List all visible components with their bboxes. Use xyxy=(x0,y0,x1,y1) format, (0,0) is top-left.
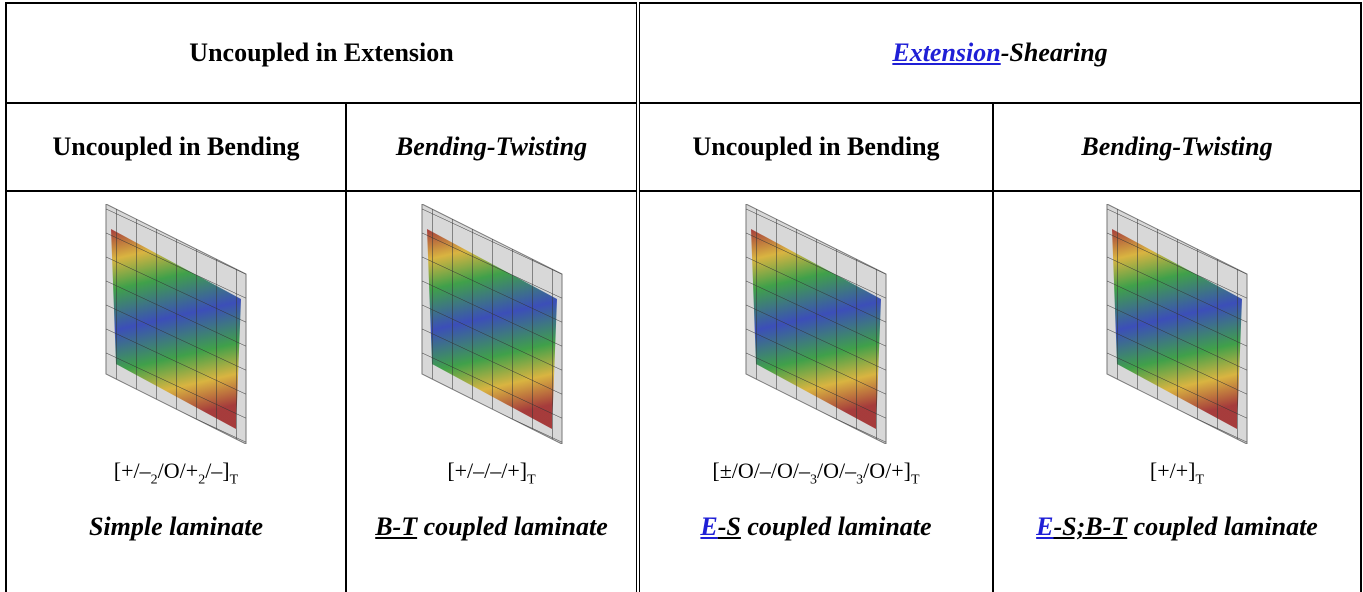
text: -S xyxy=(718,512,741,541)
text: coupled laminate xyxy=(1127,512,1318,541)
laminate-image xyxy=(1097,204,1257,444)
header-text: -Shearing xyxy=(1001,38,1108,67)
subheader: Bending-Twisting xyxy=(993,103,1361,191)
text: coupled laminate xyxy=(417,512,608,541)
text: [+/–/–/+] xyxy=(447,458,527,483)
laminate-image xyxy=(736,204,896,444)
subheader: Bending-Twisting xyxy=(346,103,638,191)
header-cell: Uncoupled in Extension xyxy=(6,3,638,103)
header-cell: Extension-Shearing xyxy=(638,3,1361,103)
text: T xyxy=(230,472,239,487)
laminate-name: E-S;B-T coupled laminate xyxy=(994,514,1360,540)
text[interactable]: E xyxy=(1036,512,1053,541)
sequence: [+/–2/O/+2/–]T xyxy=(7,458,345,498)
text: T xyxy=(1196,472,1205,487)
sequence: [+/–/–/+]T xyxy=(347,458,636,498)
text: /O/– xyxy=(817,458,856,483)
header-link[interactable]: Extension xyxy=(892,38,1000,67)
text: T xyxy=(527,472,536,487)
laminate-image xyxy=(96,204,256,444)
text: [+/+] xyxy=(1150,458,1196,483)
text: 2 xyxy=(151,472,158,487)
text: B-T xyxy=(375,512,417,541)
subheader: Uncoupled in Bending xyxy=(6,103,346,191)
text: /O/+] xyxy=(863,458,911,483)
text: [+/– xyxy=(114,458,151,483)
subheader: Uncoupled in Bending xyxy=(638,103,993,191)
cell: [+/–/–/+]T B-T coupled laminate xyxy=(346,191,638,592)
text: Simple laminate xyxy=(89,512,263,541)
sequence: [±/O/–/O/–3/O/–3/O/+]T xyxy=(640,458,992,498)
text: -S;B-T xyxy=(1054,512,1128,541)
text: /O/+ xyxy=(158,458,199,483)
laminate-name: Simple laminate xyxy=(7,514,345,540)
header-text: Uncoupled in Extension xyxy=(189,38,453,67)
text: /–] xyxy=(205,458,229,483)
laminate-image xyxy=(412,204,572,444)
text: T xyxy=(911,472,920,487)
laminate-table: Uncoupled in Extension Extension-Shearin… xyxy=(5,2,1362,592)
text[interactable]: E xyxy=(700,512,717,541)
laminate-name: B-T coupled laminate xyxy=(347,514,636,540)
text: [±/O/–/O/– xyxy=(712,458,810,483)
text: 3 xyxy=(810,472,817,487)
cell: [±/O/–/O/–3/O/–3/O/+]T E-S coupled lamin… xyxy=(638,191,993,592)
cell: [+/+]T E-S;B-T coupled laminate xyxy=(993,191,1361,592)
text: coupled laminate xyxy=(741,512,932,541)
sequence: [+/+]T xyxy=(994,458,1360,498)
laminate-name: E-S coupled laminate xyxy=(640,514,992,540)
cell: [+/–2/O/+2/–]T Simple laminate xyxy=(6,191,346,592)
page: Uncoupled in Extension Extension-Shearin… xyxy=(0,0,1363,592)
